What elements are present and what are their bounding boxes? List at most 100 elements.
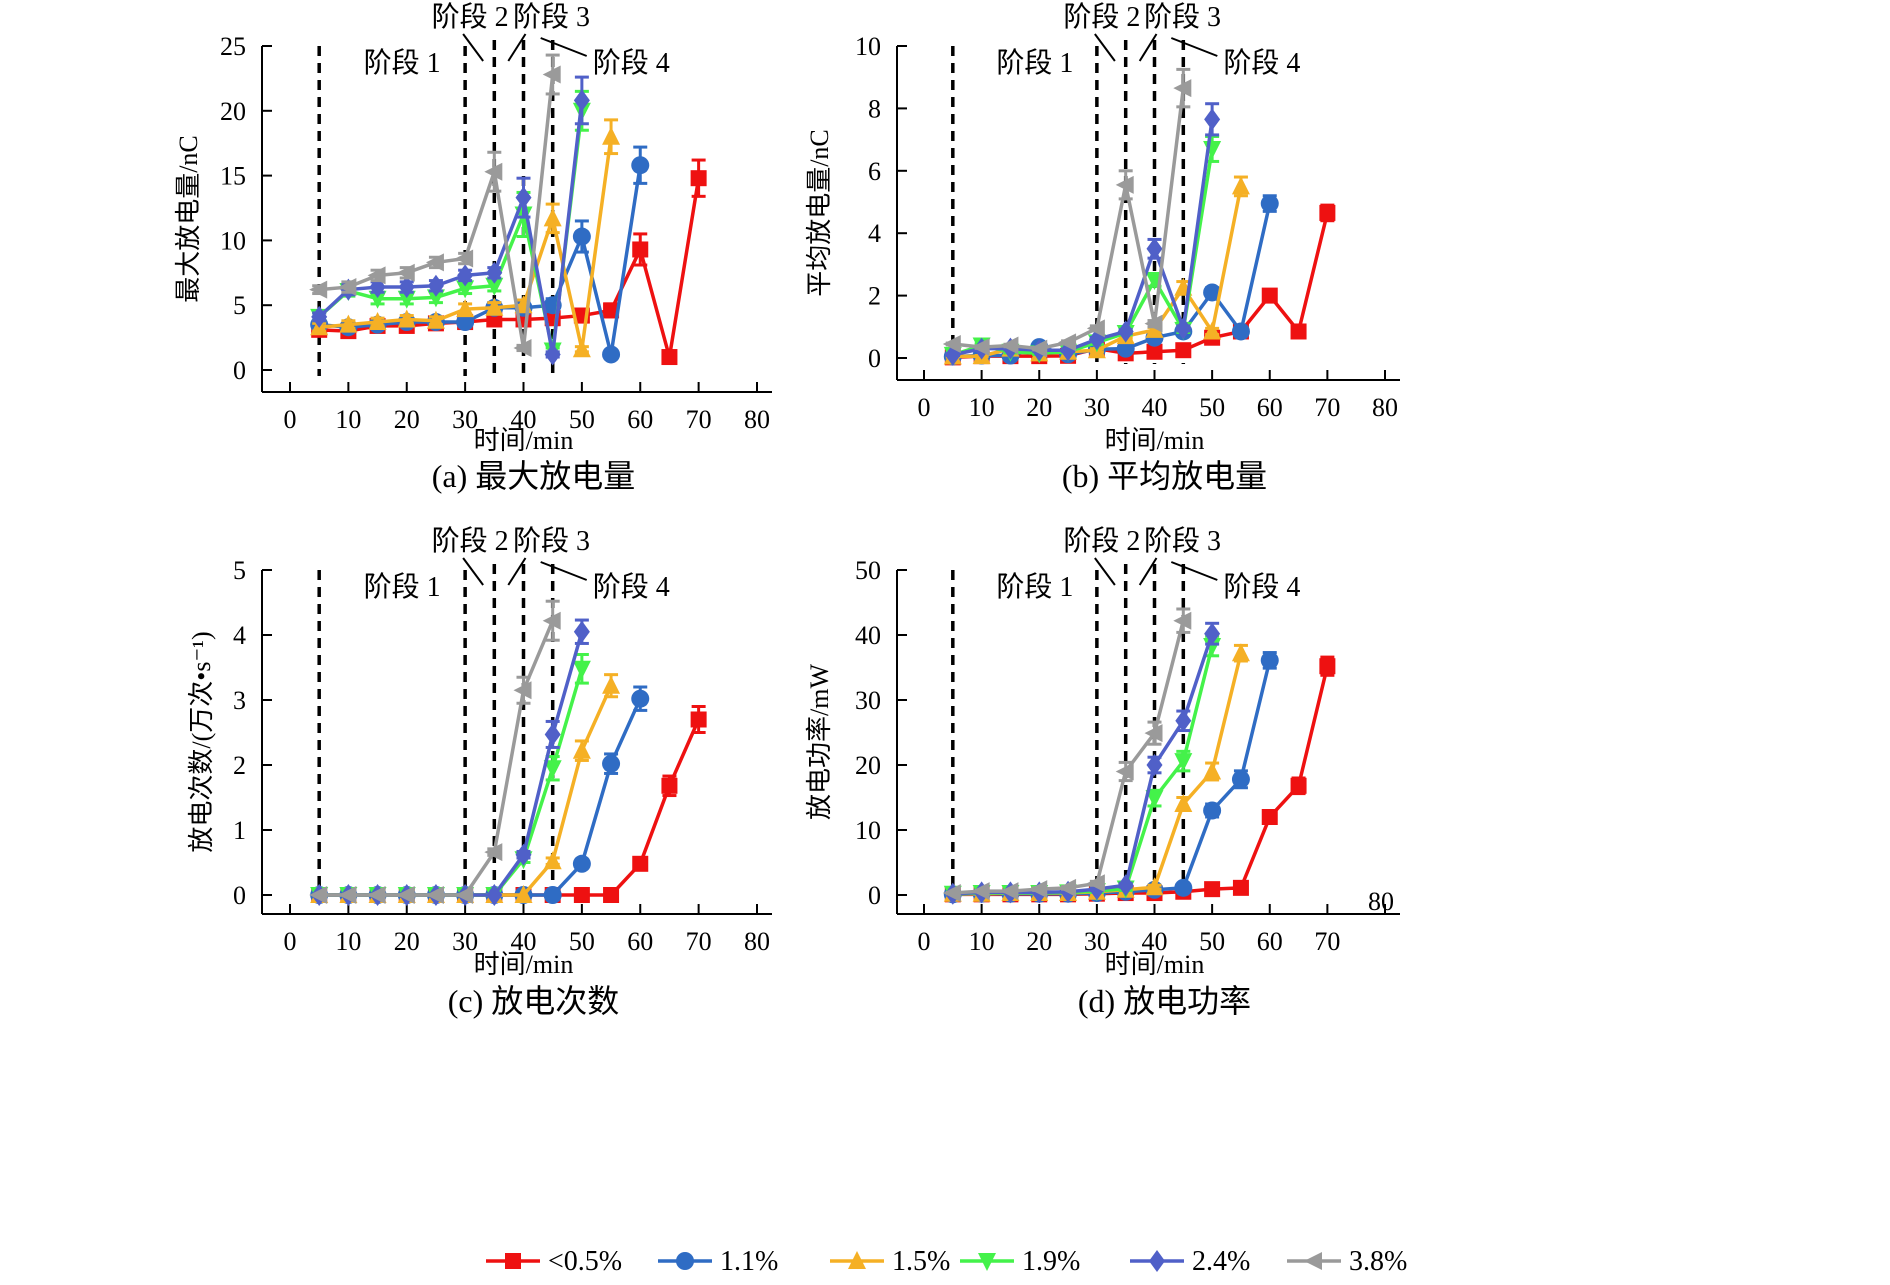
x-tick-label: 50 bbox=[569, 405, 595, 434]
data-point bbox=[1204, 881, 1221, 898]
x-tick-label: 10 bbox=[969, 393, 995, 422]
data-point bbox=[1204, 108, 1221, 131]
data-point bbox=[971, 338, 990, 357]
series-line bbox=[952, 633, 1214, 896]
data-point bbox=[1231, 643, 1250, 662]
legend-item-s11: 1.1% bbox=[658, 1246, 778, 1277]
panel-b-avg-discharge: 0 2 4 6 8 10 0 10 20 30 40 50 60 70 80 时间/min 平均放电量/nC (b… bbox=[805, 1, 1400, 494]
data-point bbox=[542, 611, 561, 630]
data-point bbox=[1174, 753, 1193, 772]
data-point bbox=[1173, 79, 1192, 98]
y-tick-label: 10 bbox=[855, 32, 881, 61]
x-tick-label: 10 bbox=[335, 927, 361, 956]
data-point bbox=[543, 886, 562, 904]
series-s38 bbox=[942, 607, 1192, 903]
data-point bbox=[309, 886, 328, 904]
stage-3-label: 阶段 3 bbox=[513, 1, 590, 33]
data-point bbox=[572, 339, 591, 358]
y-tick-label: 0 bbox=[233, 881, 246, 910]
data-point bbox=[1260, 651, 1279, 670]
data-point bbox=[1203, 761, 1222, 780]
y-axis-title: 最大放电量/nC bbox=[174, 135, 203, 303]
data-point bbox=[485, 277, 504, 296]
data-point bbox=[661, 349, 678, 366]
data-point bbox=[456, 280, 475, 299]
y-tick-label: 4 bbox=[868, 219, 881, 248]
data-point bbox=[486, 884, 503, 906]
series-line bbox=[317, 100, 584, 357]
series-s11 bbox=[943, 651, 1279, 904]
y-tick-label: 2 bbox=[233, 751, 246, 780]
x-tick-label: 60 bbox=[1257, 393, 1283, 422]
y-tick-label: 8 bbox=[868, 94, 881, 123]
data-point bbox=[1000, 882, 1019, 901]
stage-2-leader bbox=[1094, 33, 1116, 62]
data-point bbox=[338, 886, 357, 904]
data-point bbox=[1117, 874, 1134, 897]
legend-item-s24: 2.4% bbox=[1130, 1246, 1250, 1277]
y-tick-label: 6 bbox=[868, 157, 881, 186]
data-point bbox=[544, 723, 561, 746]
y-tick-label: 20 bbox=[855, 751, 881, 780]
data-point bbox=[1261, 809, 1278, 825]
y-tick-label: 2 bbox=[868, 282, 881, 311]
series-s38 bbox=[309, 599, 561, 904]
series-s19 bbox=[943, 634, 1222, 904]
stage-1-label: 阶段 1 bbox=[996, 47, 1073, 79]
data-point bbox=[603, 887, 620, 903]
x-tick-label: 80 bbox=[744, 405, 770, 434]
y-axis-title: 放电次数/(万次•s⁻¹) bbox=[187, 631, 216, 852]
x-axis-title: 时间/min bbox=[1105, 426, 1205, 455]
x-tick-label: 30 bbox=[1084, 393, 1110, 422]
legend-label: 1.9% bbox=[1022, 1246, 1080, 1277]
series-line bbox=[952, 119, 1214, 357]
y-tick-label: 10 bbox=[220, 226, 246, 255]
data-point bbox=[1175, 342, 1192, 359]
data-point bbox=[942, 334, 961, 353]
legend-label: 2.4% bbox=[1192, 1246, 1250, 1277]
x-tick-label: 40 bbox=[511, 927, 537, 956]
data-point bbox=[1232, 879, 1249, 896]
x-tick-label: 20 bbox=[1026, 927, 1052, 956]
data-point bbox=[542, 65, 561, 84]
data-point bbox=[1086, 874, 1105, 893]
y-tick-label: 0 bbox=[233, 356, 246, 385]
data-point bbox=[631, 689, 650, 708]
data-point bbox=[1144, 314, 1163, 333]
series-s24 bbox=[944, 621, 1221, 905]
data-point bbox=[572, 740, 591, 759]
y-tick-label: 4 bbox=[233, 621, 246, 650]
data-point bbox=[690, 170, 707, 187]
y-tick-label: 15 bbox=[220, 162, 246, 191]
stage-4-leader bbox=[1170, 37, 1218, 57]
x-axis-title: 时间/min bbox=[1105, 950, 1205, 979]
data-point bbox=[1261, 287, 1278, 304]
x-tick-label: 40 bbox=[1142, 393, 1168, 422]
x-tick-label: 80 bbox=[1372, 393, 1398, 422]
legend-item-s19: 1.9% bbox=[960, 1246, 1080, 1277]
data-point bbox=[1173, 611, 1192, 630]
data-point bbox=[1174, 878, 1193, 897]
data-point bbox=[426, 310, 445, 329]
stage-2-label: 阶段 2 bbox=[432, 525, 509, 557]
legend-label: <0.5% bbox=[548, 1246, 622, 1277]
stage-3-leader bbox=[507, 557, 527, 586]
y-tick-label: 40 bbox=[855, 621, 881, 650]
legend: <0.5% 1.1% 1.5% 1.9% 2.4% 3.8% bbox=[486, 1246, 1407, 1277]
data-point bbox=[1145, 319, 1164, 338]
x-tick-label: 20 bbox=[394, 405, 420, 434]
data-point bbox=[1204, 622, 1221, 645]
series-s11 bbox=[310, 145, 650, 364]
data-point bbox=[367, 886, 386, 904]
series-line bbox=[952, 665, 1330, 897]
series-s38 bbox=[309, 53, 561, 357]
data-point bbox=[602, 675, 621, 694]
x-tick-label: 60 bbox=[627, 405, 653, 434]
data-point bbox=[425, 253, 444, 272]
data-point bbox=[484, 162, 503, 181]
data-point bbox=[1146, 237, 1163, 260]
data-point bbox=[543, 760, 562, 779]
legend-item-s05: <0.5% bbox=[486, 1246, 622, 1277]
